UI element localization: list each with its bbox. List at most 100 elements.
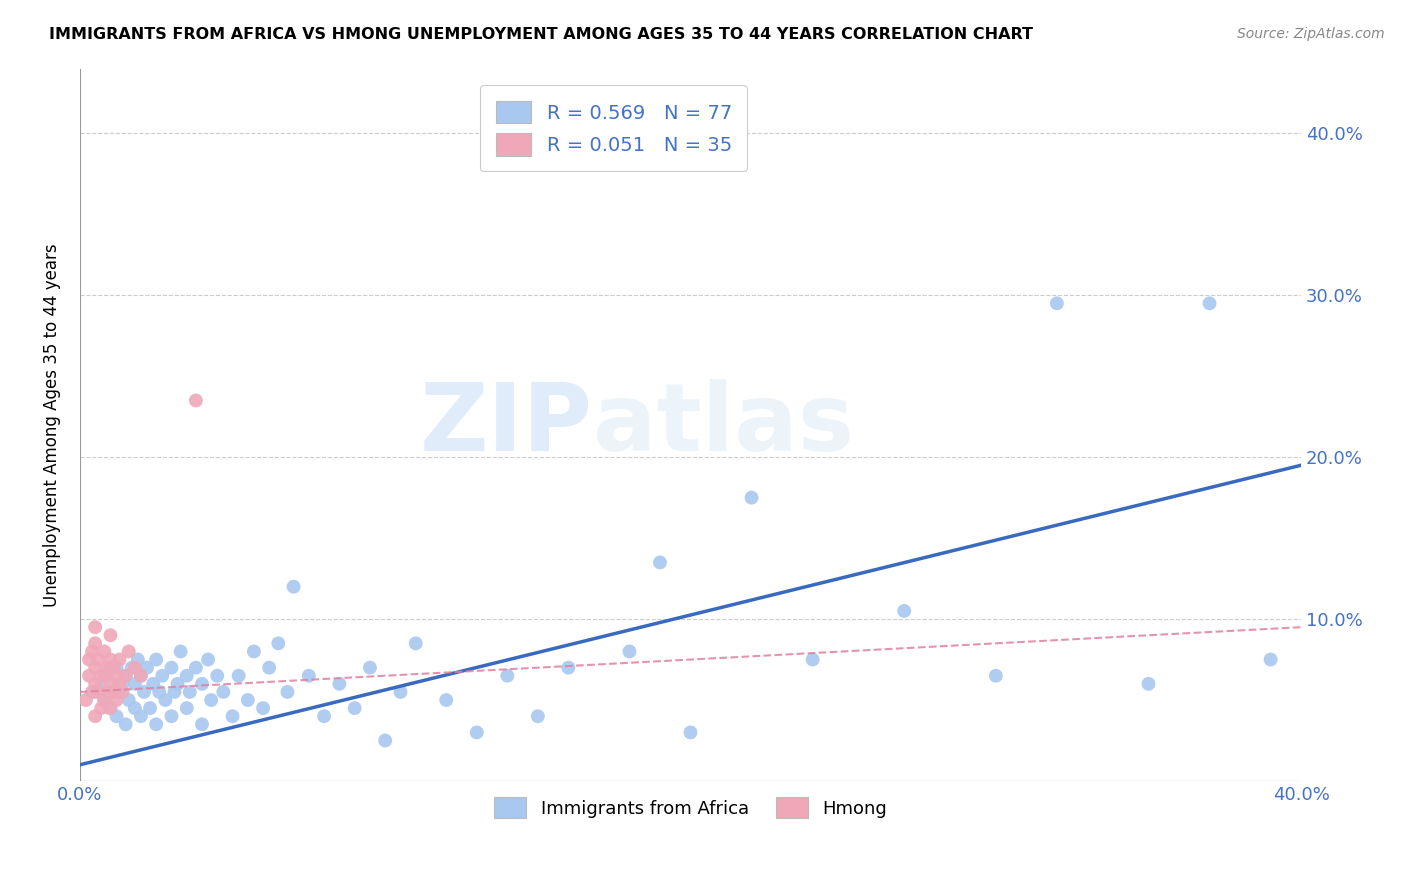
Point <box>142 677 165 691</box>
Point <box>118 693 141 707</box>
Point <box>298 669 321 683</box>
Point <box>191 717 214 731</box>
Point <box>179 685 201 699</box>
Point <box>207 669 229 683</box>
Point <box>90 677 112 691</box>
Point <box>139 701 162 715</box>
Point <box>80 644 103 658</box>
Point <box>160 660 183 674</box>
Point <box>77 669 100 683</box>
Point <box>145 717 167 731</box>
Point <box>145 652 167 666</box>
Point <box>148 685 170 699</box>
Point <box>893 604 915 618</box>
Point <box>557 660 579 674</box>
Point <box>93 644 115 658</box>
Point <box>108 685 131 699</box>
Point <box>1046 296 1069 310</box>
Point <box>252 701 274 715</box>
Point <box>129 669 152 683</box>
Point <box>343 701 366 715</box>
Point <box>96 685 118 699</box>
Point <box>118 644 141 658</box>
Point <box>389 685 412 699</box>
Point <box>496 669 519 683</box>
Point <box>111 685 134 699</box>
Point <box>619 644 641 658</box>
Point <box>111 677 134 691</box>
Point <box>328 677 350 691</box>
Point <box>114 717 136 731</box>
Point <box>283 580 305 594</box>
Point <box>105 693 128 707</box>
Point <box>184 393 207 408</box>
Point <box>93 693 115 707</box>
Point <box>155 693 177 707</box>
Point <box>100 628 122 642</box>
Point <box>84 636 107 650</box>
Point <box>129 709 152 723</box>
Point <box>84 660 107 674</box>
Point <box>124 677 146 691</box>
Point <box>96 669 118 683</box>
Point <box>1198 296 1220 310</box>
Point <box>236 693 259 707</box>
Point <box>160 709 183 723</box>
Point <box>176 701 198 715</box>
Point <box>163 685 186 699</box>
Point <box>176 669 198 683</box>
Point <box>84 620 107 634</box>
Point <box>100 701 122 715</box>
Point <box>114 669 136 683</box>
Point <box>741 491 763 505</box>
Point <box>374 733 396 747</box>
Text: IMMIGRANTS FROM AFRICA VS HMONG UNEMPLOYMENT AMONG AGES 35 TO 44 YEARS CORRELATI: IMMIGRANTS FROM AFRICA VS HMONG UNEMPLOY… <box>49 27 1033 42</box>
Point <box>1137 677 1160 691</box>
Point <box>84 709 107 723</box>
Point <box>105 709 128 723</box>
Point <box>103 685 125 699</box>
Point <box>121 660 143 674</box>
Point <box>87 652 110 666</box>
Text: ZIP: ZIP <box>420 379 593 471</box>
Point <box>108 652 131 666</box>
Point <box>105 669 128 683</box>
Point <box>527 709 550 723</box>
Point <box>90 701 112 715</box>
Point <box>679 725 702 739</box>
Point <box>84 677 107 691</box>
Point <box>103 660 125 674</box>
Point <box>276 685 298 699</box>
Point <box>77 652 100 666</box>
Point <box>648 555 671 569</box>
Point <box>90 669 112 683</box>
Point <box>103 685 125 699</box>
Point <box>80 685 103 699</box>
Point <box>114 669 136 683</box>
Point <box>108 677 131 691</box>
Legend: Immigrants from Africa, Hmong: Immigrants from Africa, Hmong <box>486 790 894 825</box>
Point <box>136 660 159 674</box>
Point <box>1260 652 1282 666</box>
Point <box>100 660 122 674</box>
Point <box>100 652 122 666</box>
Point <box>75 693 97 707</box>
Point <box>984 669 1007 683</box>
Point <box>124 701 146 715</box>
Text: atlas: atlas <box>593 379 853 471</box>
Point <box>124 660 146 674</box>
Point <box>465 725 488 739</box>
Point <box>212 685 235 699</box>
Point <box>359 660 381 674</box>
Point <box>100 701 122 715</box>
Point <box>129 669 152 683</box>
Point <box>132 685 155 699</box>
Point <box>93 693 115 707</box>
Point <box>184 660 207 674</box>
Point <box>150 669 173 683</box>
Point <box>191 677 214 691</box>
Point <box>801 652 824 666</box>
Y-axis label: Unemployment Among Ages 35 to 44 years: Unemployment Among Ages 35 to 44 years <box>44 243 60 607</box>
Point <box>166 677 188 691</box>
Point <box>105 660 128 674</box>
